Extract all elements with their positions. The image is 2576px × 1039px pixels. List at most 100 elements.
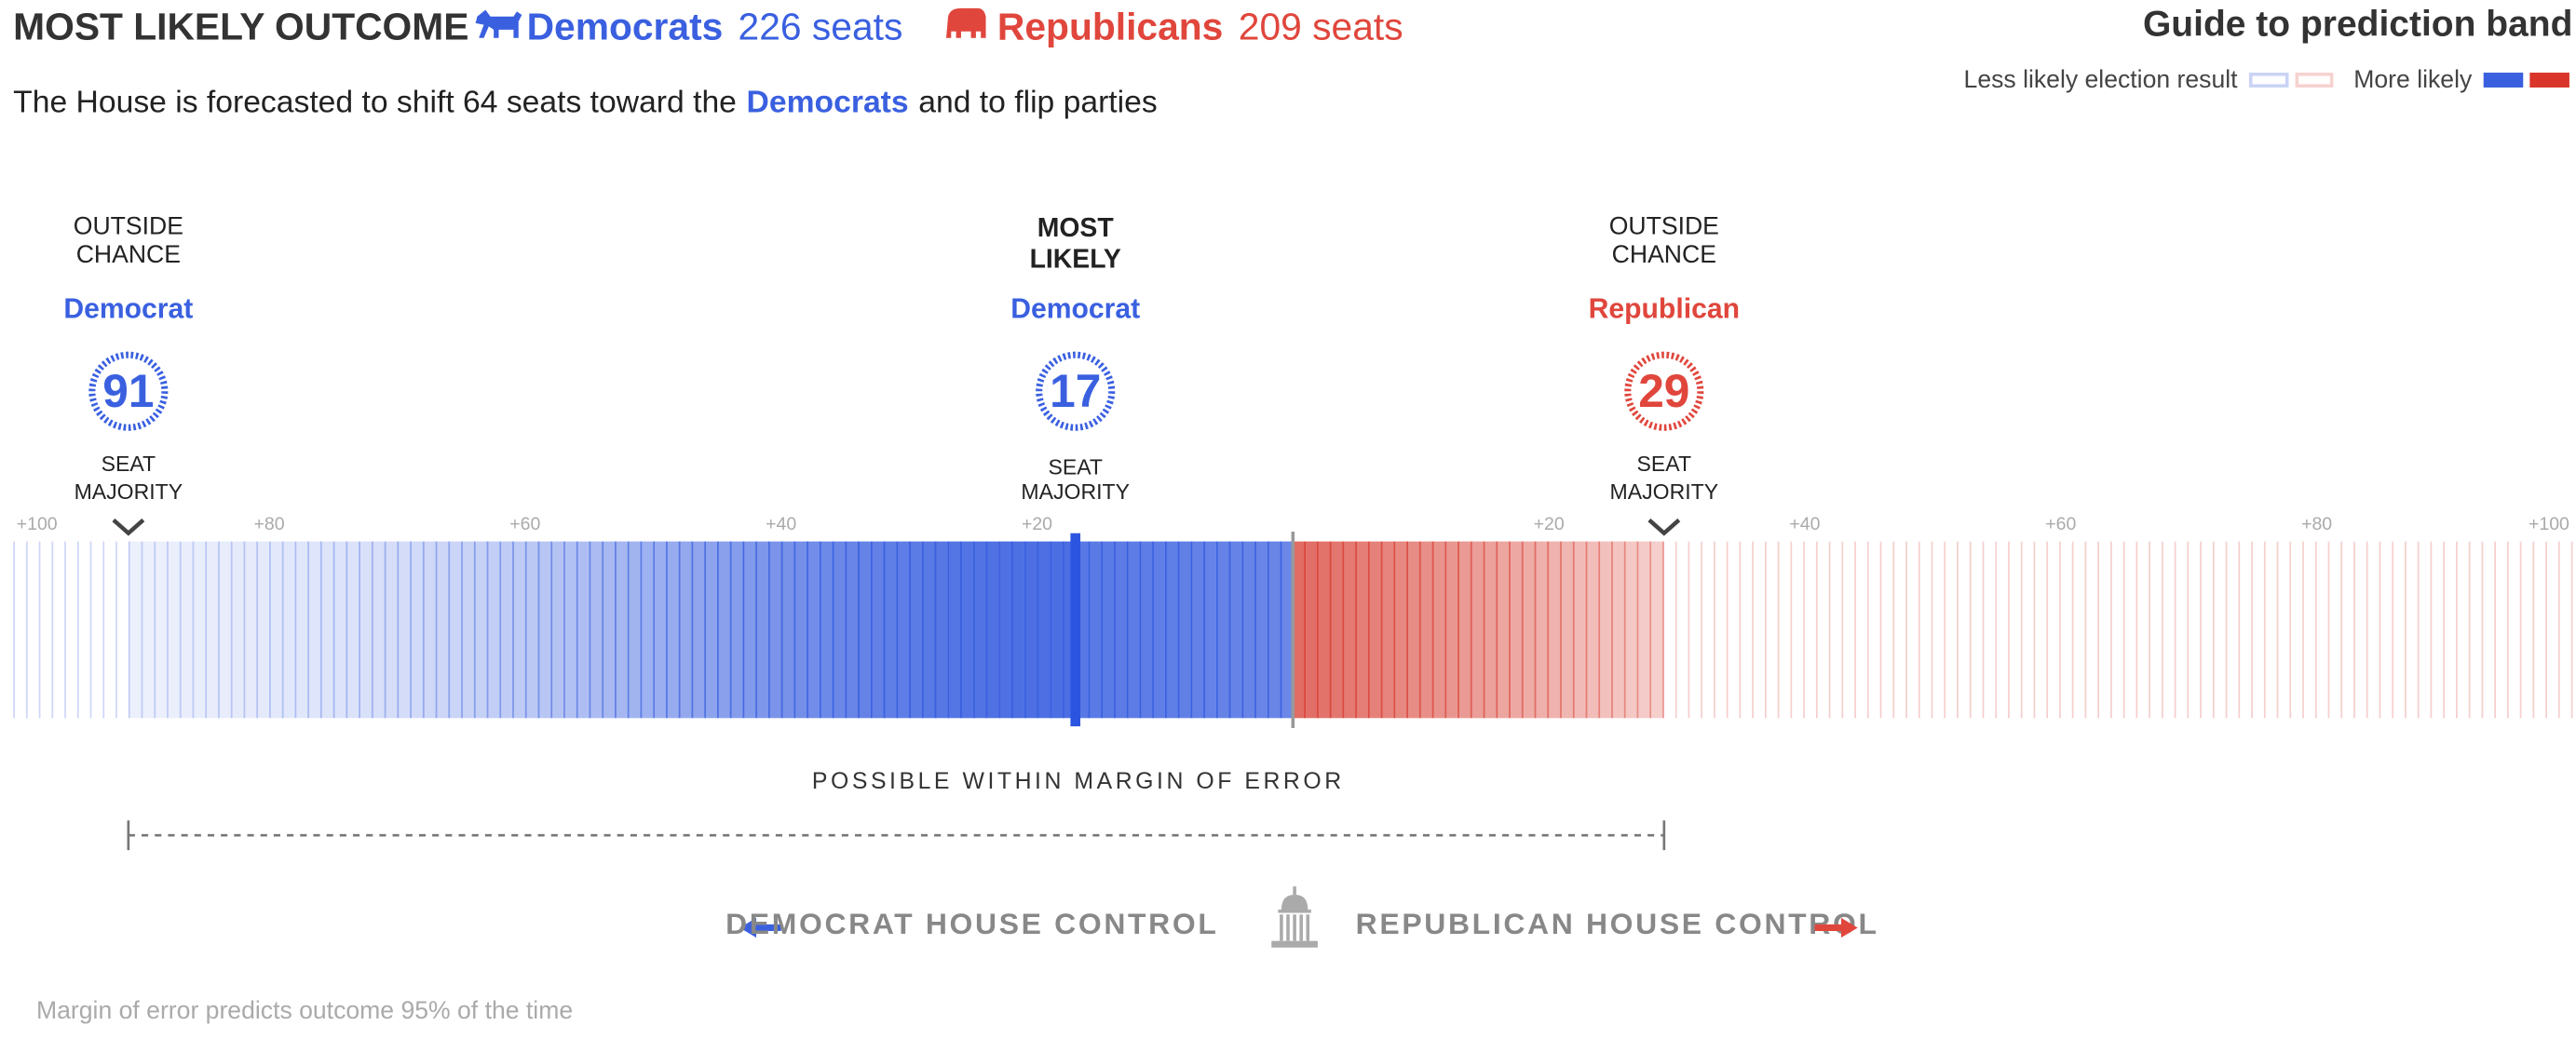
- band-stripe: [1638, 541, 1652, 719]
- band-stripe: [141, 541, 155, 719]
- band-stripe: [1920, 542, 1933, 719]
- band-stripe: [909, 541, 922, 719]
- band-stripe: [64, 542, 77, 719]
- band-stripe: [678, 541, 692, 719]
- band-stripe: [1024, 541, 1037, 719]
- band-stripe: [1881, 542, 1894, 719]
- marker-party: Democrat: [1010, 293, 1140, 324]
- band-stripe: [972, 541, 986, 719]
- marker-value: 29: [1638, 365, 1689, 417]
- axis-tick-label: +40: [766, 514, 796, 534]
- band-stripe: [243, 541, 257, 719]
- header-label: MOST LIKELY OUTCOME: [13, 6, 468, 48]
- subtitle-party: Democrats: [747, 86, 909, 120]
- band-stripe: [2189, 542, 2202, 719]
- guide-more: More likely: [2353, 65, 2473, 93]
- band-stripe: [51, 542, 64, 719]
- axis-tick-label: +40: [1789, 514, 1820, 534]
- band-stripe: [1523, 541, 1537, 719]
- band-stripe: [2278, 542, 2291, 719]
- dem-arrow: [739, 917, 781, 938]
- band-stripe: [2560, 542, 2573, 719]
- band-stripe: [2061, 542, 2074, 719]
- band-stripe: [1203, 541, 1216, 719]
- axis-tick-label: +20: [1534, 514, 1565, 534]
- band-stripe: [550, 541, 564, 719]
- band-stripe: [985, 541, 999, 719]
- band-stripe: [807, 541, 820, 719]
- band-stripe: [179, 541, 193, 719]
- marker-value: 91: [102, 365, 154, 417]
- band-stripe: [1382, 541, 1396, 719]
- donkey-icon: [475, 9, 522, 38]
- marker-heading: LIKELY: [1030, 245, 1121, 275]
- band-stripe: [1536, 541, 1550, 719]
- band-stripe: [39, 542, 52, 719]
- band-stripe: [1677, 542, 1690, 719]
- guide-less-dem: [2248, 73, 2289, 88]
- band-stripe: [499, 541, 513, 719]
- band-stripe: [2380, 542, 2393, 719]
- band-stripe: [934, 541, 948, 719]
- band-stripe: [115, 542, 129, 719]
- band-stripe: [2483, 542, 2496, 719]
- band-stripe: [883, 541, 897, 719]
- band-stripe: [589, 541, 603, 719]
- band-stripe: [2176, 542, 2189, 719]
- most-likely-bar: [1070, 533, 1081, 727]
- band-stripe: [2035, 542, 2048, 719]
- rep-control: REPUBLICAN HOUSE CONTROL: [1356, 907, 1879, 940]
- band-stripe: [1959, 542, 1972, 719]
- band-stripe: [2202, 542, 2215, 719]
- band-stripe: [2074, 542, 2087, 719]
- band-stripe: [1331, 541, 1345, 719]
- band-stripe: [2509, 542, 2522, 719]
- band-stripe: [410, 541, 423, 719]
- band-stripe: [1612, 541, 1626, 719]
- marker-chevron: [1647, 518, 1681, 536]
- band-stripe: [653, 541, 666, 719]
- band-stripe: [1139, 541, 1153, 719]
- band-stripe: [1625, 541, 1639, 719]
- guide-title: Guide to prediction band: [2143, 5, 2573, 45]
- band-stripe: [716, 541, 730, 719]
- band-stripe: [1741, 542, 1754, 719]
- band-stripe: [2496, 542, 2509, 719]
- band-stripe: [2317, 542, 2330, 719]
- band-stripe: [1574, 541, 1588, 719]
- dem-seats: 226 seats: [739, 6, 903, 48]
- band-stripe: [332, 541, 346, 719]
- band-stripe: [1587, 541, 1601, 719]
- band-stripe: [2304, 542, 2317, 719]
- band-stripe: [947, 541, 961, 719]
- marker-ring: [1036, 351, 1116, 431]
- axis-tick-label: +80: [2301, 514, 2332, 534]
- band-stripe: [2547, 542, 2560, 719]
- band-stripe: [1420, 541, 1434, 719]
- axis-tick-label: +60: [509, 514, 540, 534]
- rep-arrow: [1814, 917, 1858, 938]
- band-stripe: [1306, 541, 1319, 719]
- band-stripe: [1254, 541, 1268, 719]
- band-stripe: [576, 541, 590, 719]
- band-stripe: [319, 541, 333, 719]
- band-stripe: [921, 541, 935, 719]
- band-stripe: [1228, 541, 1242, 719]
- band-stripe: [1767, 542, 1780, 719]
- band-stripe: [960, 541, 973, 719]
- band-stripe: [2407, 542, 2420, 719]
- band-stripe: [13, 542, 26, 719]
- band-stripe: [90, 542, 103, 719]
- band-stripe: [359, 541, 372, 719]
- band-stripe: [1779, 542, 1792, 719]
- marker-value: 17: [1050, 365, 1101, 417]
- band-stripe: [2432, 542, 2445, 719]
- band-stripe: [691, 541, 705, 719]
- band-stripe: [1113, 541, 1127, 719]
- band-stripe: [1088, 541, 1102, 719]
- band-stripe: [1754, 542, 1767, 719]
- band-stripe: [1190, 541, 1204, 719]
- band-stripe: [742, 541, 756, 719]
- band-stripe: [1830, 542, 1843, 719]
- band-stripe: [2010, 542, 2023, 719]
